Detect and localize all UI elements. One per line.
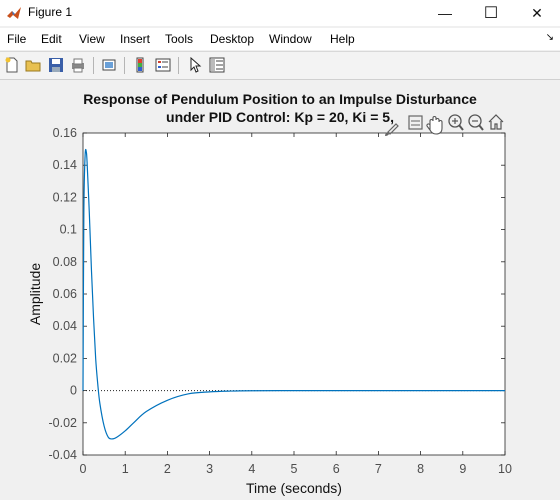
x-tick-label: 1 — [122, 462, 129, 476]
open-file-icon[interactable] — [23, 55, 43, 75]
save-icon[interactable] — [46, 55, 66, 75]
menu-file[interactable]: File — [7, 32, 27, 46]
x-tick-label: 10 — [498, 462, 512, 476]
matlab-logo-icon — [7, 7, 21, 19]
y-tick-label: 0.08 — [53, 255, 77, 269]
x-tick-label: 4 — [248, 462, 255, 476]
menu-edit[interactable]: Edit — [41, 32, 62, 46]
chart-title-line-2: under PID Control: Kp = 20, Ki = 5, — [166, 109, 394, 125]
link-plot-icon[interactable] — [99, 55, 119, 75]
plot-svg: -0.04 -0.02 0 0.02 0.04 0.06 0.08 0.1 0.12 0.14 0.… — [27, 114, 512, 496]
y-tick-label: 0.1 — [60, 223, 77, 237]
menu-separator — [0, 51, 560, 52]
menu-tools[interactable]: Tools — [165, 32, 194, 46]
pan-hand-icon[interactable] — [426, 116, 443, 135]
maximize-icon: ☐ — [483, 5, 499, 22]
y-tick-label: 0.06 — [53, 287, 77, 301]
axes-toolbar — [385, 114, 504, 136]
x-tick-label: 9 — [459, 462, 466, 476]
y-tick-label: -0.02 — [49, 416, 78, 430]
menu-bar: File Edit View Insert Tools Desktop Wind… — [0, 28, 560, 50]
y-tick-label: 0.04 — [53, 319, 77, 333]
menu-desktop[interactable]: Desktop — [210, 32, 255, 46]
zoom-out-icon[interactable] — [468, 114, 484, 131]
y-axis-label: Amplitude — [27, 263, 43, 325]
menu-view[interactable]: View — [79, 32, 105, 46]
x-tick-label: 8 — [417, 462, 424, 476]
menu-help[interactable]: Help — [330, 32, 355, 46]
toolbar-separator — [124, 57, 125, 74]
x-tick-label: 5 — [291, 462, 298, 476]
legend-icon[interactable] — [153, 55, 173, 75]
maximize-button[interactable]: ☐ — [468, 0, 514, 26]
x-tick-label: 2 — [164, 462, 171, 476]
minimize-button[interactable]: — — [422, 0, 468, 26]
menu-window[interactable]: Window — [269, 32, 312, 46]
close-button[interactable]: ✕ — [514, 0, 560, 26]
y-tick-label: 0.14 — [53, 158, 77, 172]
y-tick-label: 0.16 — [53, 126, 77, 140]
impulse-response-line — [82, 148, 505, 440]
data-tips-icon[interactable] — [408, 115, 423, 130]
menu-insert[interactable]: Insert — [120, 32, 151, 46]
brush-icon[interactable] — [385, 123, 399, 136]
minimize-icon: — — [438, 5, 452, 21]
x-tick-label: 3 — [206, 462, 213, 476]
x-tick-label: 0 — [80, 462, 87, 476]
y-tick-label: 0 — [70, 384, 77, 398]
colorbar-icon[interactable] — [130, 55, 150, 75]
window-title: Figure 1 — [28, 5, 73, 19]
new-figure-icon[interactable] — [2, 55, 22, 75]
x-axis-label: Time (seconds) — [246, 480, 342, 496]
y-tick-label: 0.12 — [53, 190, 77, 204]
chart-title-line-1: Response of Pendulum Position to an Impu… — [83, 91, 477, 107]
toolbar-separator — [178, 57, 179, 74]
plot-area[interactable] — [83, 133, 505, 455]
axes[interactable]: -0.04 -0.02 0 0.02 0.04 0.06 0.08 0.1 0.12 0.14 0.… — [27, 126, 512, 496]
print-icon[interactable] — [68, 55, 88, 75]
figure-toolbar — [0, 52, 560, 80]
toolbar-separator — [93, 57, 94, 74]
y-tick-label: 0.02 — [53, 351, 77, 365]
x-tick-label: 6 — [333, 462, 340, 476]
close-icon: ✕ — [531, 4, 543, 21]
zoom-in-icon[interactable] — [448, 114, 464, 131]
dock-arrow-icon[interactable]: ↘ — [545, 32, 554, 43]
property-inspector-icon[interactable] — [207, 55, 227, 75]
x-tick-label: 7 — [375, 462, 382, 476]
y-tick-label: -0.04 — [49, 448, 78, 462]
edit-plot-arrow-icon[interactable] — [185, 55, 205, 75]
window-titlebar: Figure 1 — ☐ ✕ — [0, 0, 560, 26]
home-icon[interactable] — [488, 114, 504, 130]
